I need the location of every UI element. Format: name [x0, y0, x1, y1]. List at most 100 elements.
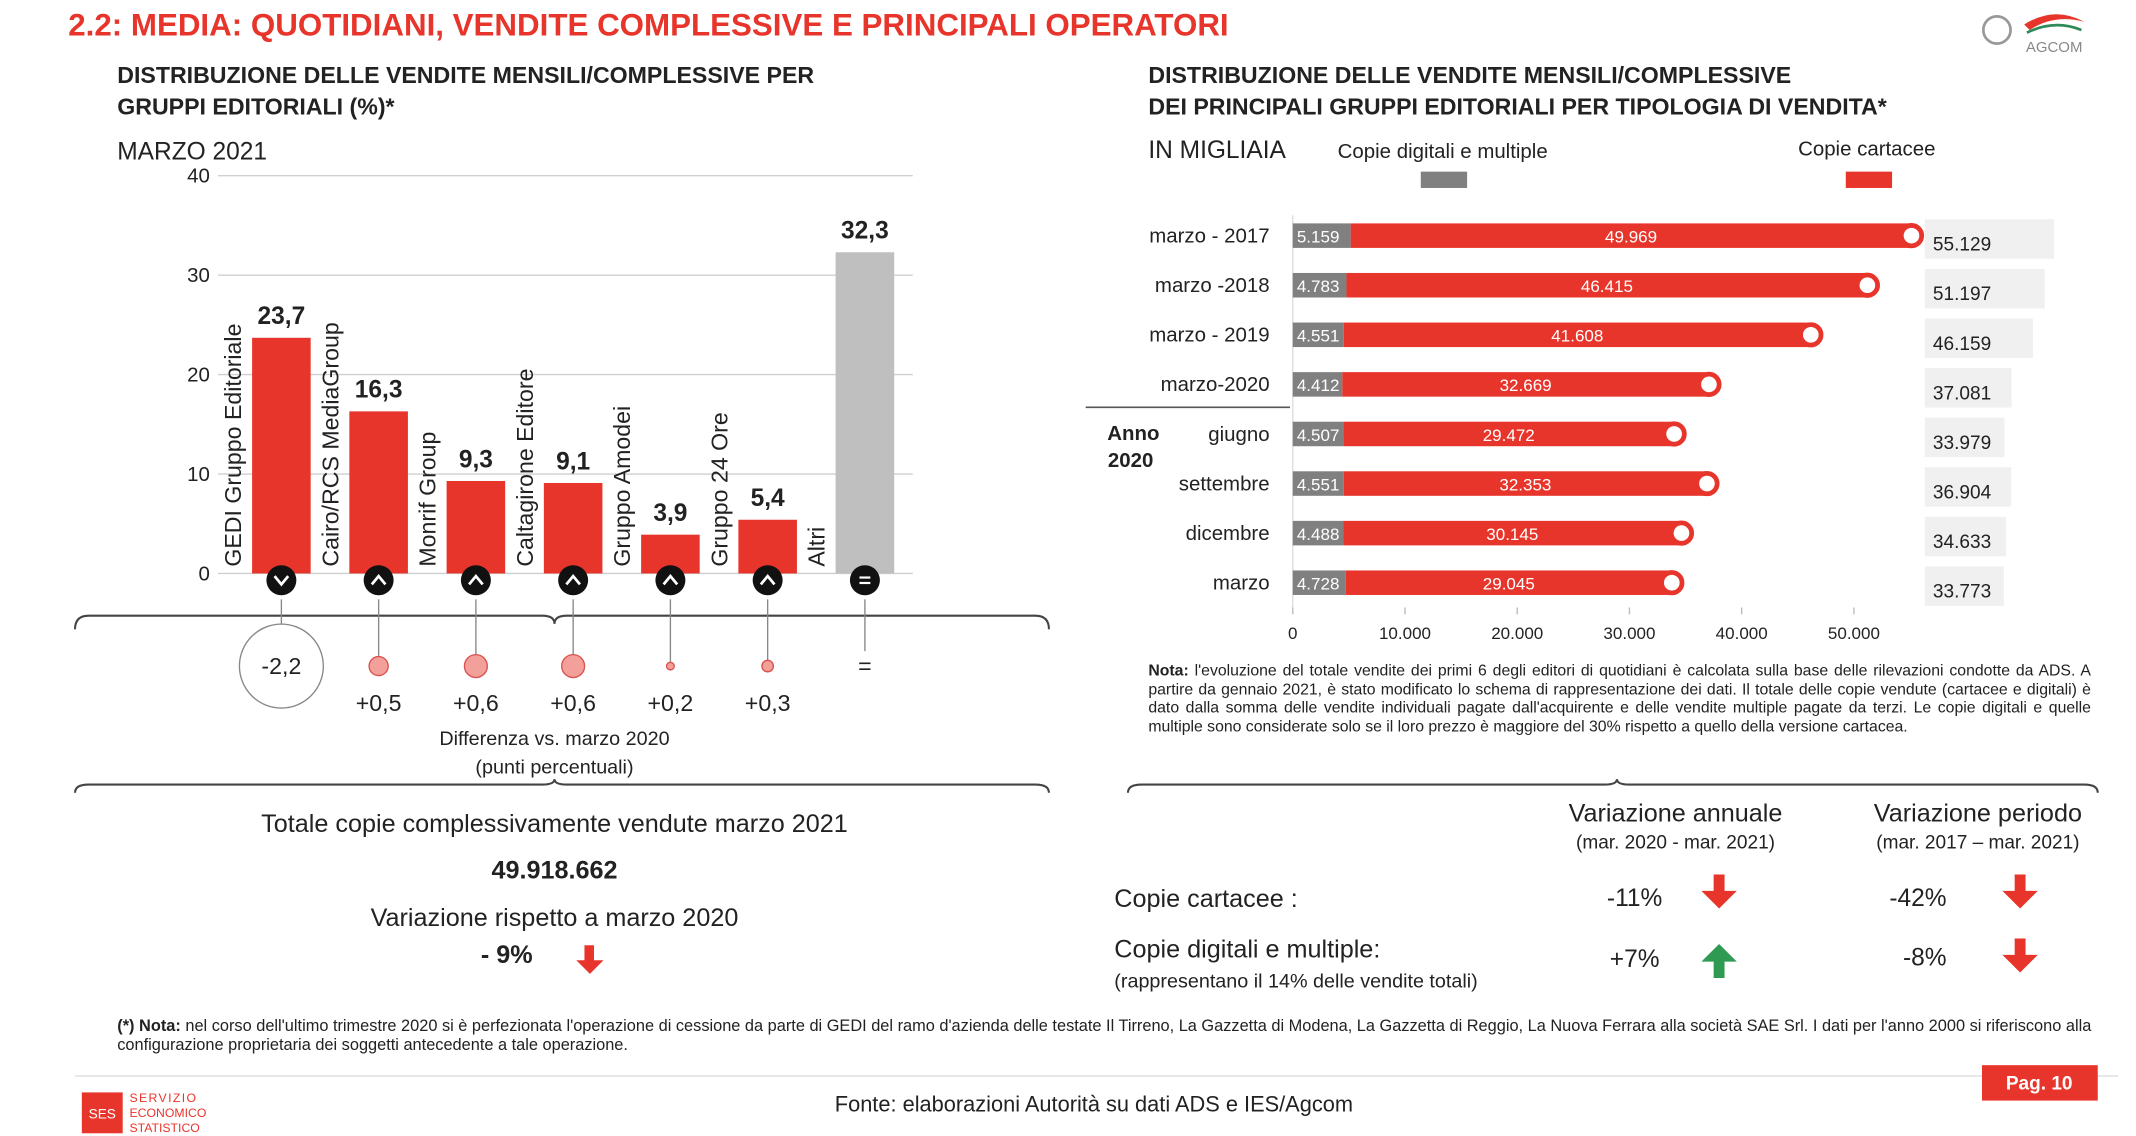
- bar-cap: [1898, 223, 1925, 249]
- group-label: 2020: [1108, 450, 1153, 472]
- value-label: 23,7: [258, 303, 306, 330]
- bar-digital: [1292, 471, 1344, 496]
- bar-digital: [1292, 272, 1347, 298]
- category-label: Caltagirone Editore: [512, 369, 538, 567]
- y-tick-label: 30: [187, 265, 210, 287]
- paper-label: 29.472: [1483, 426, 1535, 445]
- total-label: 36.904: [1933, 483, 1992, 504]
- value-label: 9,1: [556, 448, 590, 475]
- change-icon: [558, 565, 589, 596]
- difference-label: +0,3: [745, 690, 791, 716]
- table-value: -11%: [1607, 885, 1662, 912]
- bar-paper: [1346, 272, 1868, 298]
- down-arrow: [576, 945, 604, 974]
- row-label: Copie digitali e multiple:: [1114, 936, 1380, 964]
- category-label: GEDI Gruppo Editoriale: [220, 324, 246, 567]
- difference-label: +0,2: [648, 690, 694, 716]
- chevron-up: [565, 574, 582, 586]
- paper-label: 49.969: [1605, 227, 1657, 246]
- difference-bubble: [463, 653, 489, 679]
- page-number: Pag. 10: [2006, 1074, 2073, 1095]
- legend-swatch: [1845, 171, 1893, 188]
- footnote: (*) Nota: nel corso dell'ultimo trimestr…: [117, 1016, 2092, 1055]
- total-box: [1924, 467, 2012, 507]
- paper-label: 32.669: [1500, 376, 1552, 395]
- bar-cap: [1854, 272, 1880, 298]
- total-box: [1924, 368, 2012, 408]
- total-label: 34.633: [1933, 532, 1991, 553]
- bar-paper: [1345, 570, 1672, 595]
- change-value: - 9%: [481, 941, 533, 969]
- category-label: marzo -2018: [1155, 275, 1270, 297]
- table-period: (mar. 2017 – mar. 2021): [1876, 833, 2079, 854]
- y-tick-label: 40: [187, 166, 210, 188]
- category-label: Gruppo Amodei: [609, 406, 635, 567]
- bar: [349, 411, 408, 574]
- x-tick-label: 20.000: [1491, 624, 1543, 643]
- change-icon: [266, 565, 297, 596]
- bar-cap: [1696, 371, 1722, 397]
- total-label: 33.979: [1933, 433, 1991, 454]
- difference-bubble: [761, 659, 775, 673]
- digital-label: 4.783: [1297, 277, 1340, 296]
- note: Nota: l'evoluzione del totale vendite de…: [1148, 662, 2091, 736]
- digital-label: 4.412: [1297, 376, 1340, 395]
- change-label: Variazione rispetto a marzo 2020: [371, 904, 739, 932]
- x-tick-label: 50.000: [1828, 624, 1880, 643]
- chevron-up: [370, 574, 387, 586]
- y-tick-label: 0: [199, 563, 210, 585]
- total-label: 33.773: [1933, 582, 1991, 603]
- right-subtitle: IN MIGLIAIA: [1148, 137, 1286, 164]
- brace: [74, 778, 1050, 793]
- category-label: Gruppo 24 Ore: [706, 412, 732, 566]
- logo-text: AGCOM: [2026, 39, 2083, 56]
- right-title: DISTRIBUZIONE DELLE VENDITE MENSILI/COMP…: [1148, 62, 1791, 88]
- bar-cap: [1694, 470, 1720, 497]
- brace: [74, 614, 1050, 630]
- bar: [543, 482, 603, 574]
- diff-subtitle: (punti percentuali): [475, 757, 633, 779]
- y-tick-label: 20: [187, 364, 210, 386]
- category-label: Monrif Group: [415, 432, 441, 567]
- total-label: 55.129: [1933, 235, 1991, 256]
- note-box: Nota: l'evoluzione del totale vendite de…: [1148, 662, 2091, 736]
- down-arrow: [1701, 874, 1737, 909]
- diff-title: Differenza vs. marzo 2020: [439, 728, 669, 750]
- paper-label: 32.353: [1499, 475, 1551, 494]
- x-tick-label: 30.000: [1603, 624, 1655, 643]
- ses-abbr: SES: [89, 1106, 116, 1121]
- left-title: GRUPPI EDITORIALI (%)*: [117, 93, 394, 119]
- difference-bubble: [665, 661, 675, 671]
- total-box: [1924, 516, 2006, 557]
- table-header: Variazione annuale: [1569, 799, 1783, 827]
- digital-label: 4.728: [1297, 575, 1340, 594]
- brace: [1126, 778, 2099, 793]
- digital-label: 4.488: [1297, 525, 1340, 544]
- bar-digital: [1292, 421, 1344, 447]
- value-label: 16,3: [355, 377, 403, 404]
- difference-bubble: [561, 653, 586, 679]
- source: Fonte: elaborazioni Autorità su dati ADS…: [835, 1091, 1353, 1116]
- difference-label: -2,2: [261, 653, 301, 679]
- total-label: Totale copie complessivamente vendute ma…: [261, 810, 848, 838]
- bar-digital: [1292, 520, 1344, 546]
- chevron-up: [759, 574, 776, 586]
- bar: [738, 519, 797, 574]
- chevron-up: [662, 574, 679, 586]
- right-title: DEI PRINCIPALI GRUPPI EDITORIALI PER TIP…: [1148, 93, 1886, 119]
- legend-swatch: [1420, 171, 1468, 188]
- digital-label: 4.507: [1297, 426, 1340, 445]
- bar-digital: [1292, 570, 1346, 595]
- bar-digital: [1292, 322, 1344, 348]
- page-box: [1981, 1065, 2098, 1101]
- difference-label: =: [858, 653, 872, 679]
- difference-label: +0,5: [356, 690, 402, 716]
- x-tick-label: 10.000: [1379, 624, 1431, 643]
- category-label: marzo - 2019: [1149, 325, 1269, 347]
- total-label: 37.081: [1933, 383, 1991, 404]
- category-label: marzo-2020: [1161, 374, 1270, 396]
- bar-cap: [1659, 570, 1685, 596]
- down-arrow: [2002, 938, 2038, 973]
- left-subtitle: MARZO 2021: [117, 138, 267, 165]
